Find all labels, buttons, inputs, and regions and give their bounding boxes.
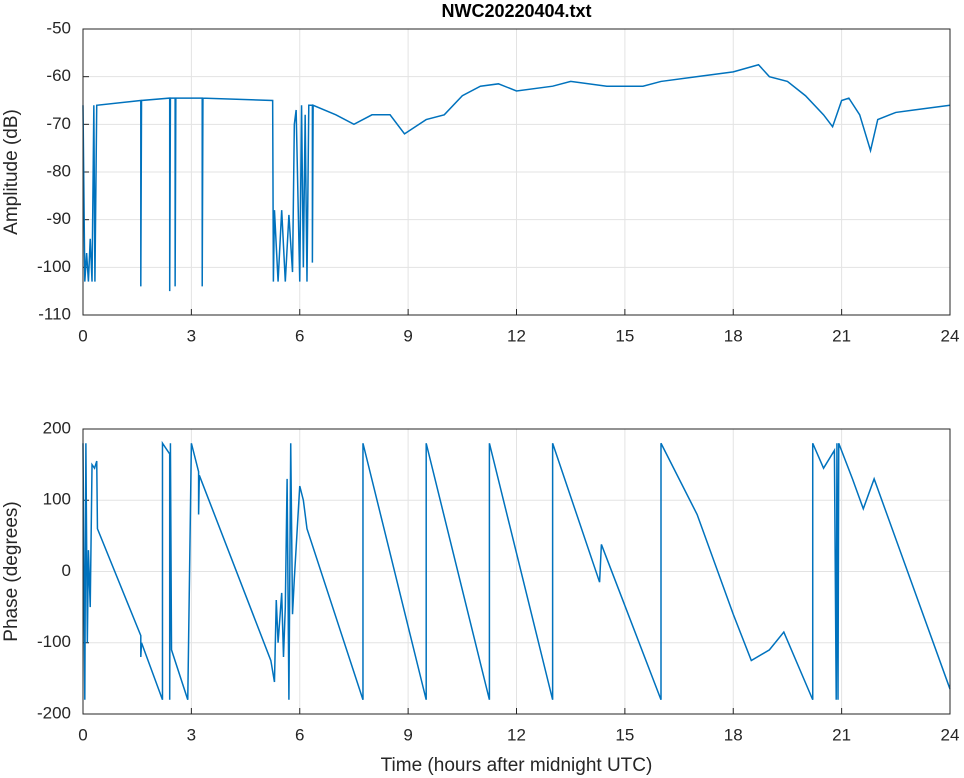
x-tick-label: 9 [403,725,412,744]
x-tick-label: 15 [615,725,634,744]
axes-box [82,28,951,316]
x-tick-label: 9 [403,326,412,345]
x-tick-label: 3 [187,326,196,345]
y-tick-label: 200 [43,418,71,437]
y-axis-label: Amplitude (dB) [1,109,22,235]
x-tick-label: 18 [724,326,743,345]
x-tick-label: 24 [941,725,960,744]
y-tick-label: -60 [46,66,71,85]
axes-box [82,428,951,715]
y-tick-label: -70 [46,114,71,133]
x-tick-label: 12 [507,725,526,744]
x-tick-label: 24 [941,326,960,345]
x-tick-label: 18 [724,725,743,744]
x-tick-label: 6 [295,725,304,744]
y-tick-label: -50 [46,18,71,37]
y-axis-label: Phase (degrees) [1,501,22,641]
y-tick-label: -110 [38,304,71,323]
x-tick-label: 3 [187,725,196,744]
y-tick-label: 100 [43,490,71,509]
chart-title: NWC20220404.txt [441,1,591,21]
x-tick-label: 12 [507,326,526,345]
x-tick-label: 0 [78,725,87,744]
y-tick-label: -80 [46,161,71,180]
x-tick-label: 6 [295,326,304,345]
y-tick-label: -100 [37,257,71,276]
data-line [82,63,951,292]
y-tick-label: 0 [62,561,71,580]
x-tick-label: 21 [832,725,851,744]
y-tick-label: -100 [37,632,71,651]
data-line [82,440,951,701]
x-tick-label: 21 [832,326,851,345]
x-tick-label: 0 [78,326,87,345]
x-tick-label: 15 [615,326,634,345]
y-tick-label: -90 [46,209,71,228]
x-axis-label: Time (hours after midnight UTC) [381,755,653,776]
y-tick-label: -200 [37,703,71,722]
